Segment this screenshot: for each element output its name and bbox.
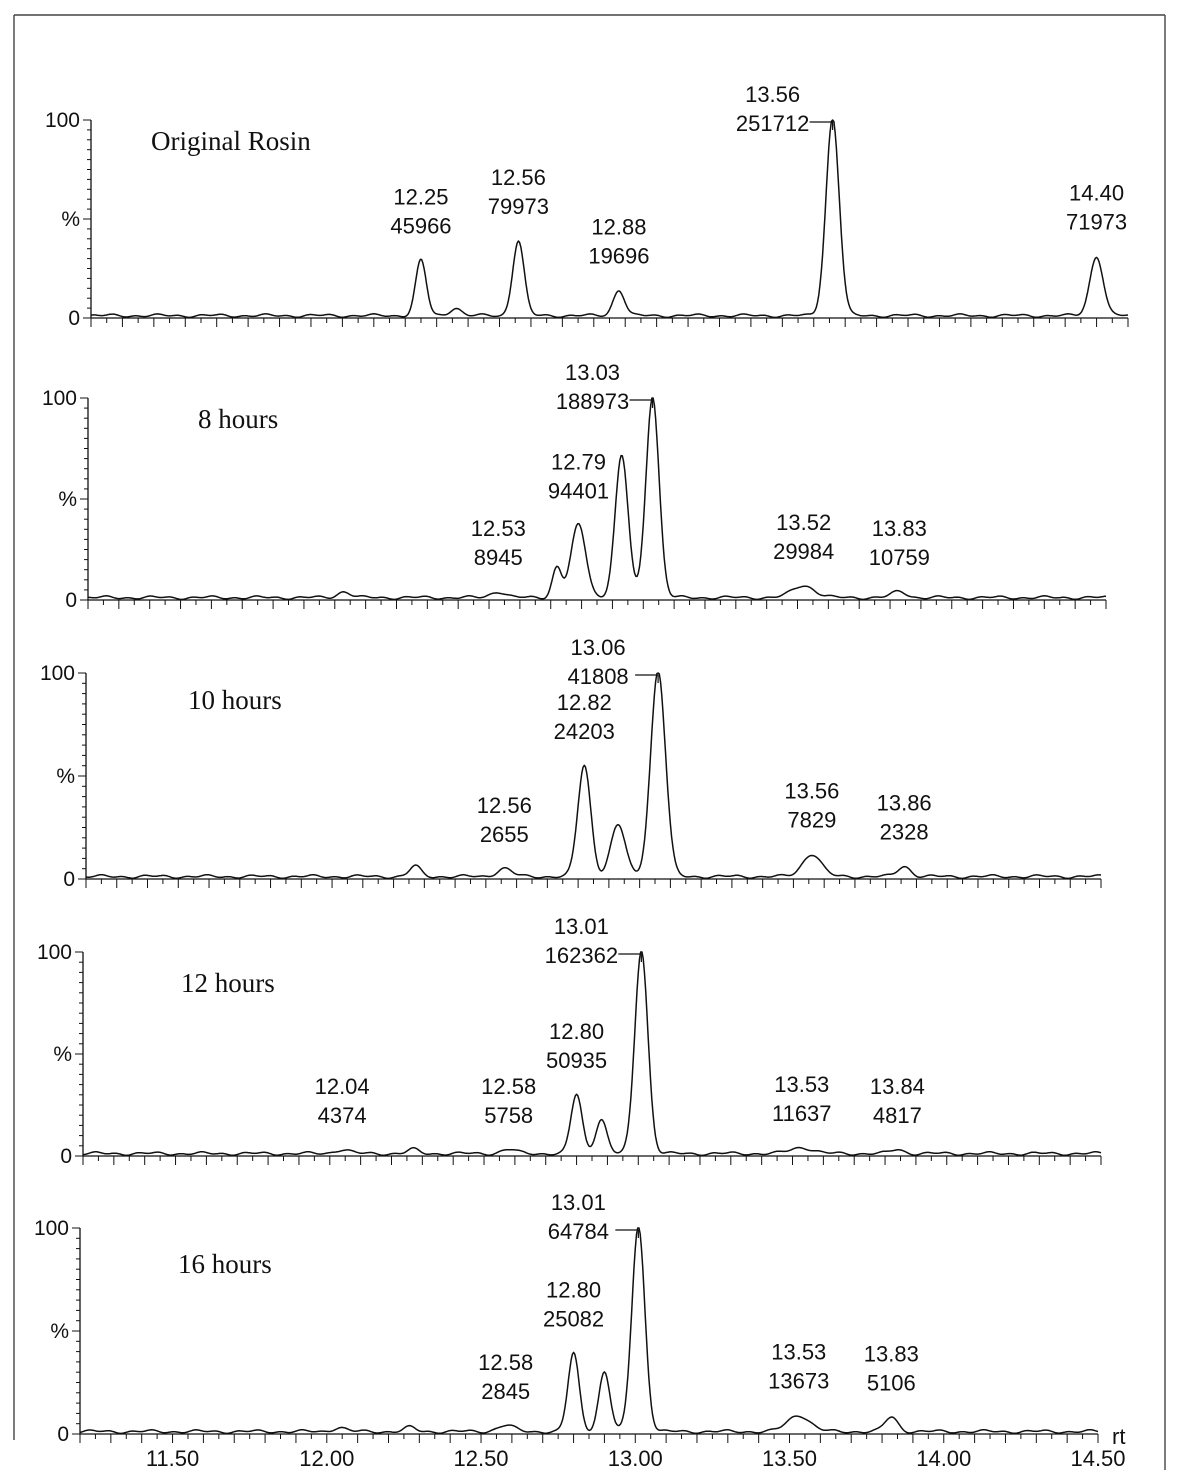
y-tick-label: % (50, 1320, 69, 1343)
peak-retention-time: 12.58 (481, 1074, 536, 1099)
peak-area: 24203 (554, 719, 615, 744)
peak-retention-time: 13.83 (864, 1342, 919, 1367)
chromatogram-panel: 0% 100 12 hours 12.04 4374 12.58 5758 12.80 5093… (37, 914, 1102, 1168)
y-tick-label: 0 (57, 1423, 69, 1446)
peak-retention-time: 12.56 (491, 165, 546, 190)
peak-area: 64784 (548, 1219, 609, 1244)
peak-area: 162362 (545, 943, 618, 968)
peak-area: 50935 (546, 1048, 607, 1073)
peak-retention-time: 13.86 (877, 791, 932, 816)
peak-label-leader (629, 399, 654, 408)
y-tick-label: 100 (45, 109, 80, 132)
peak-label-leader (615, 1229, 639, 1238)
peak-retention-time: 12.80 (546, 1278, 601, 1303)
x-tick-label: 12.00 (299, 1446, 354, 1471)
peak-area: 4374 (318, 1103, 367, 1128)
y-tick-label: 100 (34, 1217, 69, 1240)
peak-area: 79973 (488, 194, 549, 219)
peak-retention-time: 13.84 (870, 1074, 925, 1099)
peak-area: 2845 (481, 1379, 530, 1404)
peak-area: 7829 (787, 807, 836, 832)
peak-retention-time: 13.56 (784, 778, 839, 803)
chromatogram-trace (87, 397, 1107, 601)
chromatogram-trace (82, 951, 1102, 1157)
peak-area: 251712 (736, 111, 809, 136)
peak-label-leader (618, 953, 642, 962)
peak-area: 188973 (556, 389, 629, 414)
panel-title: 8 hours (198, 404, 278, 434)
peak-area: 25082 (543, 1307, 604, 1332)
peak-retention-time: 12.04 (315, 1074, 370, 1099)
peak-retention-time: 12.56 (477, 793, 532, 818)
x-tick-label: 11.50 (146, 1446, 199, 1471)
peak-area: 8945 (474, 545, 523, 570)
peak-retention-time: 13.52 (776, 510, 831, 535)
y-tick-label: 0 (68, 307, 80, 330)
x-tick-label: 12.50 (453, 1446, 508, 1471)
panel-title: 10 hours (188, 685, 282, 715)
peak-retention-time: 13.01 (551, 1190, 606, 1215)
peak-retention-time: 12.53 (471, 516, 526, 541)
peak-retention-time: 13.56 (745, 82, 800, 107)
y-tick-label: 100 (37, 941, 72, 964)
chromatogram-panel: 0% 100 8 hours 12.53 8945 12.79 94401 13.03 1889… (42, 360, 1107, 612)
y-tick-label: % (53, 1043, 72, 1066)
peak-area: 19696 (588, 243, 649, 268)
peak-retention-time: 13.01 (554, 914, 609, 939)
peak-area: 45966 (390, 214, 451, 239)
peak-area: 41808 (567, 664, 628, 689)
y-tick-label: 0 (60, 1145, 72, 1168)
peak-area: 11637 (772, 1101, 832, 1126)
peak-retention-time: 13.03 (565, 360, 620, 385)
peak-retention-time: 14.40 (1069, 181, 1124, 206)
peak-retention-time: 13.06 (571, 635, 626, 660)
peak-retention-time: 12.25 (393, 185, 448, 210)
x-tick-label: 14.00 (916, 1446, 971, 1471)
peak-label-leader (809, 121, 834, 130)
chromatogram-trace (79, 1227, 1099, 1435)
peak-retention-time: 12.58 (478, 1350, 533, 1375)
peak-area: 5106 (867, 1371, 916, 1396)
y-tick-label: % (56, 765, 75, 788)
y-tick-label: 100 (42, 387, 77, 410)
peak-area: 71973 (1066, 210, 1127, 235)
x-axis-unit: rt (1112, 1424, 1125, 1449)
chromatogram-trace (90, 119, 1129, 319)
y-tick-label: 100 (40, 662, 75, 685)
chromatogram-trace (85, 672, 1102, 880)
peak-area: 2655 (480, 822, 529, 847)
y-tick-label: % (58, 488, 77, 511)
y-tick-label: % (61, 208, 80, 231)
peak-area: 4817 (873, 1103, 922, 1128)
peak-retention-time: 12.79 (551, 449, 606, 474)
peak-retention-time: 13.53 (771, 1340, 826, 1365)
panel-title: 12 hours (181, 968, 275, 998)
peak-area: 2328 (880, 820, 929, 845)
peak-retention-time: 13.83 (872, 516, 927, 541)
panel-title: 16 hours (178, 1249, 272, 1279)
y-tick-label: 0 (63, 868, 75, 891)
x-tick-label: 13.50 (762, 1446, 817, 1471)
chromatogram-panels: 0% 100 Original Rosin 12.25 45966 12.56 79973 1… (34, 82, 1129, 1471)
peak-area: 13673 (768, 1369, 829, 1394)
panel-title: Original Rosin (151, 126, 311, 156)
x-tick-label: 13.00 (608, 1446, 663, 1471)
peak-retention-time: 12.88 (591, 214, 646, 239)
chromatogram-panel: 0% 100 10 hours 12.56 2655 12.82 24203 13.06 418… (40, 635, 1102, 891)
peak-retention-time: 12.80 (549, 1019, 604, 1044)
peak-retention-time: 13.53 (774, 1072, 829, 1097)
chromatogram-panel: 0% 100 Original Rosin 12.25 45966 12.56 79973 1… (45, 82, 1129, 330)
peak-area: 10759 (869, 545, 930, 570)
peak-retention-time: 12.82 (557, 690, 612, 715)
peak-area: 29984 (773, 539, 834, 564)
y-tick-label: 0 (65, 589, 77, 612)
chromatogram-panel: 0% 100 16 hours 12.58 2845 12.80 25082 13.01 647… (34, 1190, 1126, 1471)
peak-area: 94401 (548, 478, 609, 503)
peak-label-leader (635, 674, 659, 683)
peak-area: 5758 (484, 1103, 533, 1128)
x-tick-label: 14.50 (1070, 1446, 1125, 1471)
